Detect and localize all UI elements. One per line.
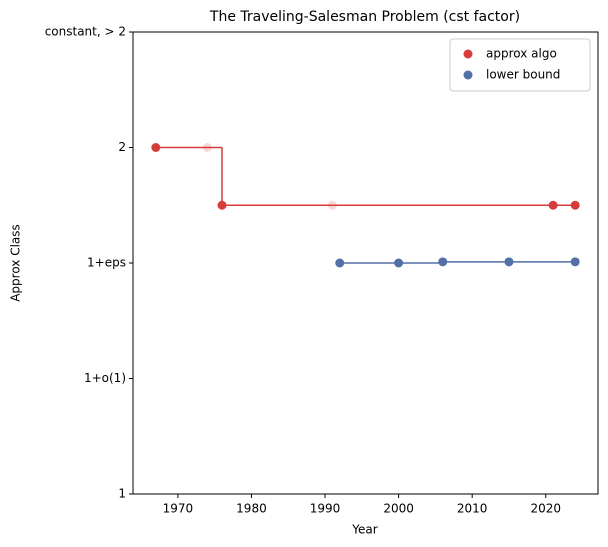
y-tick-label: 1 <box>118 487 126 501</box>
x-tick-label: 1990 <box>310 502 341 516</box>
x-tick-label: 1970 <box>163 502 194 516</box>
chart-title: The Traveling-Salesman Problem (cst fact… <box>209 9 520 25</box>
y-tick-label: constant, > 2 <box>45 25 126 39</box>
y-tick-label: 2 <box>118 140 126 154</box>
point <box>217 200 227 210</box>
point <box>438 257 448 267</box>
x-tick-label: 1980 <box>236 502 267 516</box>
x-tick-label: 2020 <box>530 502 561 516</box>
x-axis-label: Year <box>351 523 377 537</box>
point <box>548 200 558 210</box>
legend-label: approx algo <box>486 47 557 61</box>
x-tick-label: 2000 <box>383 502 414 516</box>
point <box>327 200 337 210</box>
plot-frame <box>132 31 599 495</box>
legend-label: lower bound <box>486 68 560 82</box>
y-tick-label: 1+eps <box>87 256 126 270</box>
point <box>151 143 161 152</box>
point <box>394 258 404 268</box>
point <box>335 258 345 268</box>
legend-marker <box>463 49 473 59</box>
legend-box <box>449 38 591 92</box>
y-tick-label: 1+o(1) <box>84 371 126 385</box>
point <box>570 200 580 210</box>
point <box>504 257 514 267</box>
x-tick-label: 2010 <box>457 502 488 516</box>
y-axis-label: Approx Class <box>9 224 23 302</box>
point <box>570 257 580 267</box>
point <box>202 143 212 152</box>
legend-marker <box>463 70 473 80</box>
